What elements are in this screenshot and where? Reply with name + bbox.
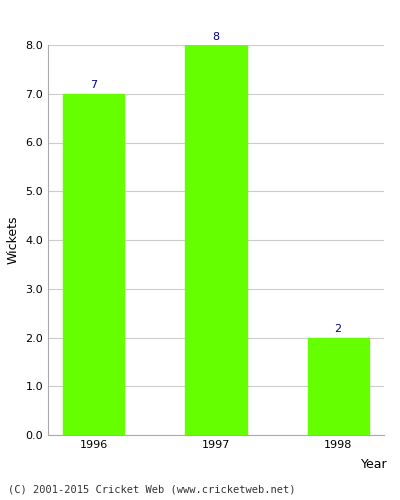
Text: Year: Year	[361, 458, 388, 470]
Bar	[63, 94, 124, 435]
Text: 8: 8	[212, 32, 220, 42]
Y-axis label: Wickets: Wickets	[7, 216, 20, 264]
Text: (C) 2001-2015 Cricket Web (www.cricketweb.net): (C) 2001-2015 Cricket Web (www.cricketwe…	[8, 485, 296, 495]
Text: 7: 7	[90, 80, 97, 90]
Text: 2: 2	[335, 324, 342, 334]
Bar	[308, 338, 369, 435]
Bar	[186, 45, 246, 435]
